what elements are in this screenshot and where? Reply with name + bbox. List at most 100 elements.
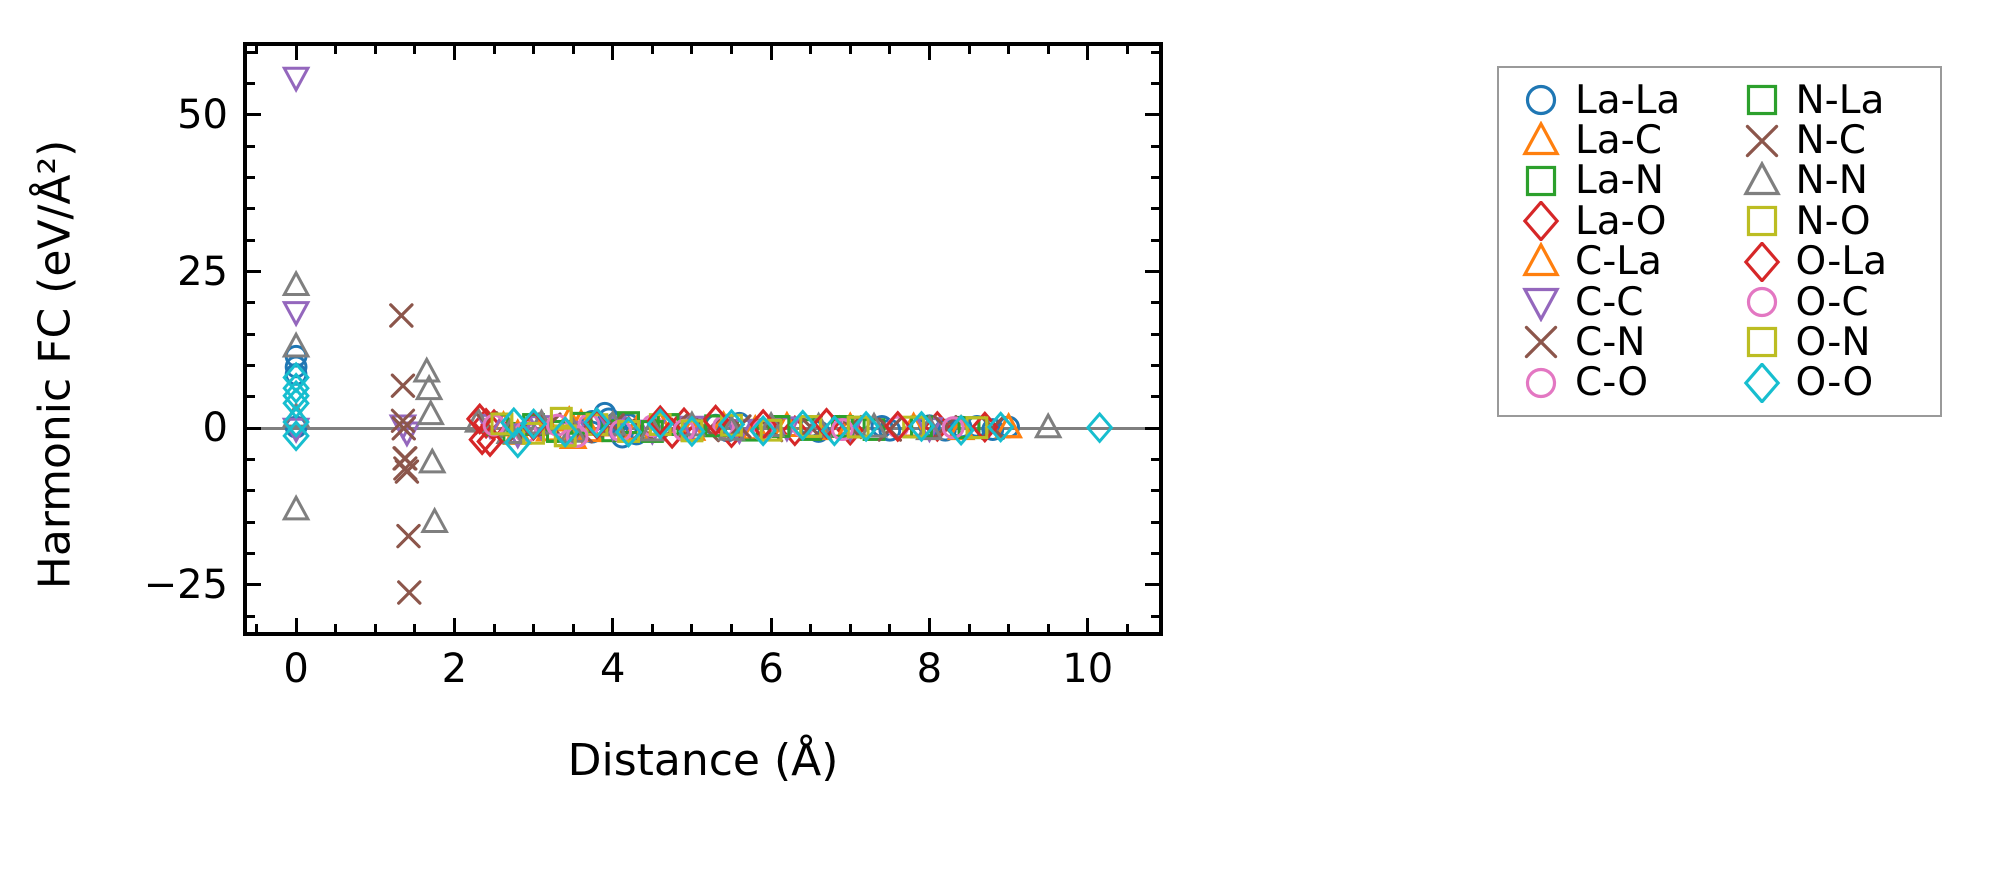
x-tick-minor-top (1125, 46, 1129, 54)
legend-item-o-o[interactable]: O-O (1720, 360, 1941, 406)
legend-item-o-la[interactable]: O-La (1720, 239, 1941, 285)
x-tick-label: 10 (1062, 646, 1114, 692)
y-tick-minor (247, 301, 255, 305)
legend-marker-triangle-down-icon (1521, 282, 1561, 323)
y-tick-minor-right (1151, 238, 1159, 242)
legend-label: C-C (1575, 279, 1644, 325)
y-tick-major-right (1145, 583, 1159, 587)
y-tick-label: 50 (177, 91, 228, 138)
legend-item-n-n[interactable]: N-N (1720, 158, 1941, 204)
x-tick-minor-top (809, 46, 813, 54)
x-tick-minor-top (334, 46, 338, 54)
y-tick-minor (247, 458, 255, 462)
legend-label: C-O (1575, 360, 1649, 406)
x-tick-label: 6 (758, 646, 784, 692)
y-tick-minor-right (1151, 364, 1159, 368)
y-tick-major (247, 426, 261, 430)
x-tick-minor-top (848, 46, 852, 54)
legend-marker-triangle-up-icon (1742, 160, 1782, 201)
legend-label: O-N (1795, 319, 1871, 365)
legend-marker-circle-icon (1521, 363, 1561, 403)
legend-item-la-la[interactable]: La-La (1499, 80, 1720, 120)
y-tick-minor (247, 520, 255, 524)
scatter-points-layer (281, 66, 1114, 605)
legend-item-la-n[interactable]: La-N (1499, 161, 1720, 201)
y-tick-minor-right (1151, 332, 1159, 336)
legend-label: N-La (1795, 77, 1885, 123)
y-tick-minor-right (1151, 395, 1159, 399)
y-tick-minor-right (1151, 176, 1159, 180)
y-tick-minor (247, 144, 255, 148)
y-tick-minor-right (1151, 50, 1159, 54)
y-tick-minor (247, 489, 255, 493)
y-tick-minor (247, 332, 255, 336)
legend-label: O-O (1795, 360, 1874, 406)
legend-item-c-c[interactable]: C-C (1499, 279, 1720, 325)
y-tick-minor-right (1151, 301, 1159, 305)
legend-marker-square-icon (1521, 161, 1561, 201)
x-tick-label: 0 (283, 646, 309, 692)
legend-item-o-n[interactable]: O-N (1720, 322, 1941, 362)
legend-marker-triangle-up-icon (1521, 120, 1561, 161)
x-tick-minor (255, 624, 258, 632)
legend-item-n-c[interactable]: N-C (1720, 120, 1941, 160)
x-tick-major (1086, 618, 1090, 632)
legend-marker-circle-icon (1521, 80, 1561, 120)
x-tick-minor (690, 624, 694, 632)
x-tick-minor (532, 624, 536, 632)
legend-marker-diamond-icon (1742, 241, 1782, 282)
y-tick-minor-right (1151, 144, 1159, 148)
y-tick-label: −25 (143, 561, 228, 608)
legend-marker-triangle-up-icon (1521, 241, 1561, 282)
legend-marker-x-icon (1521, 322, 1561, 362)
legend-item-la-c[interactable]: La-C (1499, 120, 1720, 160)
y-tick-minor (247, 614, 255, 618)
x-tick-minor (1046, 624, 1050, 632)
y-tick-minor (247, 395, 255, 399)
legend-item-c-la[interactable]: C-La (1499, 241, 1720, 282)
legend-label: La-O (1575, 198, 1667, 244)
x-tick-minor (413, 624, 417, 632)
x-tick-major-top (452, 46, 456, 60)
x-tick-minor (730, 624, 733, 632)
x-tick-minor (334, 624, 338, 632)
legend-marker-square-icon (1742, 201, 1782, 241)
legend-label: O-La (1795, 239, 1887, 285)
x-tick-label: 4 (600, 646, 626, 692)
y-tick-minor (247, 176, 255, 180)
y-tick-major-right (1145, 113, 1159, 117)
legend-item-c-o[interactable]: C-O (1499, 363, 1720, 403)
x-tick-major-top (927, 46, 931, 60)
y-tick-minor (247, 207, 255, 211)
y-tick-minor-right (1151, 489, 1159, 493)
legend-item-o-c[interactable]: O-C (1720, 282, 1941, 322)
x-tick-minor (967, 624, 971, 632)
y-tick-minor (247, 552, 255, 556)
x-tick-minor-top (413, 46, 417, 54)
x-tick-minor-top (255, 46, 258, 54)
legend-item-n-la[interactable]: N-La (1720, 80, 1941, 120)
x-axis-title: Distance (Å) (567, 735, 839, 786)
x-tick-label: 2 (441, 646, 468, 692)
legend-item-n-o[interactable]: N-O (1720, 201, 1941, 241)
x-tick-minor-top (1046, 46, 1050, 54)
series-o-o (282, 361, 1114, 459)
x-tick-major (294, 618, 298, 632)
legend-marker-x-icon (1742, 121, 1782, 161)
x-tick-minor-top (690, 46, 694, 54)
y-tick-minor (247, 50, 255, 54)
y-axis-title: Harmonic FC (eV/Å²) (29, 139, 81, 590)
legend-box: La-La La-C La-N La-O C-La C-C C-N C-O N-La N-C N-… (1497, 66, 1942, 417)
legend-item-c-n[interactable]: C-N (1499, 322, 1720, 362)
plot-area (243, 42, 1163, 636)
legend-item-la-o[interactable]: La-O (1499, 198, 1720, 244)
y-tick-minor-right (1151, 82, 1159, 86)
x-tick-minor (571, 624, 575, 632)
x-tick-minor-top (1007, 46, 1011, 54)
legend-label: N-N (1795, 158, 1868, 204)
legend-marker-diamond-icon (1521, 201, 1561, 242)
x-tick-minor-top (730, 46, 733, 54)
x-tick-minor-top (888, 46, 892, 54)
y-tick-major (247, 583, 261, 587)
legend-marker-square-icon (1742, 80, 1782, 120)
